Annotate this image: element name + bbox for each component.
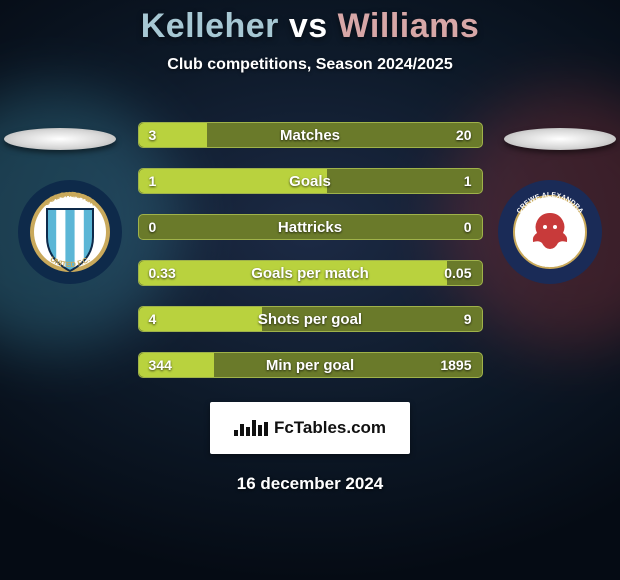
stat-label: Shots per goal bbox=[258, 311, 362, 328]
brand-bar bbox=[246, 427, 250, 436]
stat-value-left: 1 bbox=[149, 173, 157, 189]
stat-value-right: 1895 bbox=[440, 357, 471, 373]
stat-value-left: 3 bbox=[149, 127, 157, 143]
crest-left: COLCHESTER UNITED F.C. bbox=[17, 179, 123, 285]
stat-label: Matches bbox=[280, 127, 340, 144]
stat-value-left: 4 bbox=[149, 311, 157, 327]
stat-value-left: 0.33 bbox=[149, 265, 176, 281]
brand-bar bbox=[234, 430, 238, 436]
brand-text: FcTables.com bbox=[274, 418, 386, 438]
stat-row-min-per-goal: 344 Min per goal 1895 bbox=[138, 352, 483, 378]
stat-label: Hattricks bbox=[278, 219, 342, 236]
brand-bar bbox=[264, 422, 268, 436]
stats-panel: 3 Matches 20 1 Goals 1 0 Hattricks 0 0.33 Goals pe… bbox=[138, 122, 483, 378]
brand-bar bbox=[240, 424, 244, 436]
cap-right bbox=[504, 128, 616, 150]
subtitle: Club competitions, Season 2024/2025 bbox=[167, 56, 452, 74]
stat-row-matches: 3 Matches 20 bbox=[138, 122, 483, 148]
stat-label: Goals per match bbox=[251, 265, 369, 282]
stat-value-right: 1 bbox=[464, 173, 472, 189]
stat-label: Min per goal bbox=[266, 357, 354, 374]
stat-label: Goals bbox=[289, 173, 331, 190]
brand-bar bbox=[252, 420, 256, 436]
stat-value-right: 20 bbox=[456, 127, 472, 143]
cap-left bbox=[4, 128, 116, 150]
stat-fill bbox=[139, 307, 262, 331]
stat-row-shots-per-goal: 4 Shots per goal 9 bbox=[138, 306, 483, 332]
stat-row-goals-per-match: 0.33 Goals per match 0.05 bbox=[138, 260, 483, 286]
player2-name: Williams bbox=[338, 7, 480, 45]
brand-bar bbox=[258, 425, 262, 436]
brand-bars-icon bbox=[234, 420, 268, 436]
stat-row-hattricks: 0 Hattricks 0 bbox=[138, 214, 483, 240]
brand-box[interactable]: FcTables.com bbox=[210, 402, 410, 454]
player1-name: Kelleher bbox=[141, 7, 279, 45]
stat-value-left: 344 bbox=[149, 357, 172, 373]
stat-value-right: 0 bbox=[464, 219, 472, 235]
stat-row-goals: 1 Goals 1 bbox=[138, 168, 483, 194]
crest-right: CREWE ALEXANDRA FOOTBALL CLUB bbox=[497, 179, 603, 285]
date-text: 16 december 2024 bbox=[237, 474, 384, 494]
stat-value-right: 9 bbox=[464, 311, 472, 327]
matchup-title: Kelleher vs Williams bbox=[141, 7, 480, 46]
stat-value-left: 0 bbox=[149, 219, 157, 235]
vs-text: vs bbox=[289, 7, 328, 45]
stat-value-right: 0.05 bbox=[444, 265, 471, 281]
